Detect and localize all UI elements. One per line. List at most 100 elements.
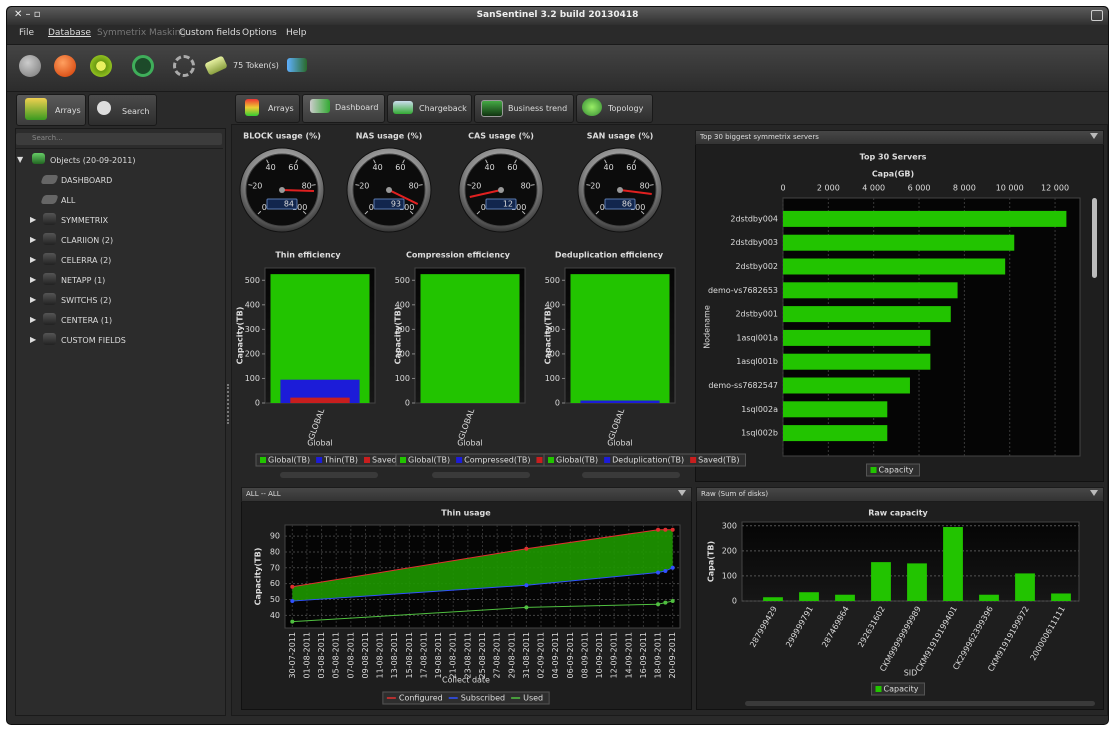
gauge-tick-label: 80 bbox=[409, 182, 419, 191]
tree-arrow[interactable]: ▶ bbox=[30, 295, 37, 304]
main-tab-label[interactable]: Business trend bbox=[508, 104, 568, 113]
tree-icon bbox=[43, 293, 56, 305]
left-tab-label[interactable]: Arrays bbox=[55, 106, 81, 115]
gauge-tick-label: 20 bbox=[252, 182, 262, 191]
tree-arrow[interactable]: ▶ bbox=[30, 235, 37, 244]
tree-item[interactable]: CENTERA (1) bbox=[61, 316, 113, 325]
legend-swatch bbox=[364, 457, 371, 463]
scrollbar[interactable] bbox=[1092, 198, 1097, 278]
tree-arrow[interactable]: ▶ bbox=[30, 215, 37, 224]
tree-arrow[interactable]: ▶ bbox=[30, 275, 37, 284]
refresh-button[interactable] bbox=[132, 55, 154, 77]
record-button[interactable] bbox=[54, 55, 76, 77]
menu-item[interactable]: Options bbox=[242, 28, 277, 38]
menu-item[interactable]: Database bbox=[48, 28, 91, 38]
tree-item[interactable]: CLARIION (2) bbox=[61, 236, 114, 245]
x-tick-label: 12 000 bbox=[1041, 184, 1069, 193]
bar bbox=[783, 306, 951, 323]
gauge-tick-label: 100 bbox=[292, 203, 307, 212]
x-tick-label: 12-09-2011 bbox=[610, 632, 619, 679]
y-axis-title: Capacity(TB) bbox=[254, 548, 263, 606]
chart-title: Thin efficiency bbox=[275, 251, 341, 260]
data-point bbox=[656, 527, 661, 532]
gauge-tick-label: 40 bbox=[266, 163, 276, 172]
x-tick-label: 13-08-2011 bbox=[390, 632, 399, 679]
y-tick-label: 0 bbox=[405, 399, 410, 408]
x-tick-label: 0 bbox=[780, 184, 785, 193]
panel-menu[interactable] bbox=[1090, 490, 1098, 496]
menu-item[interactable]: Help bbox=[286, 28, 307, 38]
menu-item[interactable]: Custom fields bbox=[179, 28, 241, 38]
search-field[interactable] bbox=[16, 133, 222, 145]
menu-item[interactable]: File bbox=[19, 28, 35, 38]
maximize-button[interactable] bbox=[1091, 10, 1103, 21]
gauge-tick bbox=[257, 210, 262, 215]
scrollbar[interactable] bbox=[280, 472, 378, 478]
left-tab-label[interactable]: Search bbox=[122, 107, 150, 116]
gauge-tick bbox=[418, 184, 423, 186]
recycle-button[interactable] bbox=[173, 55, 195, 77]
legend-label: Deduplication(TB) bbox=[612, 456, 684, 465]
stop-button[interactable] bbox=[19, 55, 41, 77]
splitter-grip[interactable] bbox=[227, 384, 232, 424]
y-tick-label: 0 bbox=[255, 399, 260, 408]
legend-label: Capacity bbox=[879, 466, 914, 475]
panel-menu[interactable] bbox=[678, 490, 686, 496]
bar bbox=[580, 400, 660, 403]
panel-menu[interactable] bbox=[1090, 133, 1098, 139]
scrollbar[interactable] bbox=[432, 472, 530, 478]
x-tick-label: GLOBAL bbox=[457, 407, 477, 441]
left-tab[interactable] bbox=[88, 94, 157, 126]
panel-header bbox=[241, 487, 692, 502]
legend-swatch bbox=[690, 457, 697, 463]
x-tick-label: 16-09-2011 bbox=[639, 632, 648, 679]
tree-item[interactable]: NETAPP (1) bbox=[61, 276, 106, 285]
x-axis-title: Capa(GB) bbox=[872, 170, 914, 179]
window-controls[interactable]: ✕ – ▫ bbox=[14, 9, 41, 20]
y-tick-label: 300 bbox=[545, 325, 560, 334]
gauge-tick bbox=[476, 210, 481, 215]
settings-button[interactable] bbox=[90, 55, 112, 77]
x-tick-label: GLOBAL bbox=[307, 407, 327, 441]
gauge-tick bbox=[586, 184, 591, 186]
y-tick-label: 100 bbox=[395, 374, 410, 383]
tree-item[interactable]: Objects (20-09-2011) bbox=[50, 156, 136, 165]
x-tick-label: 25-08-2011 bbox=[478, 632, 487, 679]
tree-item[interactable]: CUSTOM FIELDS bbox=[61, 336, 126, 345]
network-button[interactable] bbox=[287, 58, 307, 72]
menu-item[interactable]: Symmetrix Masking bbox=[97, 28, 187, 38]
scrollbar[interactable] bbox=[745, 701, 1095, 706]
gauge-tick bbox=[640, 210, 645, 215]
main-tab-label[interactable]: Arrays bbox=[268, 104, 294, 113]
x-tick-label: 05-08-2011 bbox=[332, 632, 341, 679]
tree-item[interactable]: SWITCHS (2) bbox=[61, 296, 112, 305]
x-tick-label: CKM99999999989 bbox=[878, 605, 923, 673]
main-tab-label[interactable]: Chargeback bbox=[419, 104, 467, 113]
scrollbar[interactable] bbox=[582, 472, 680, 478]
main-tab-label[interactable]: Topology bbox=[608, 104, 644, 113]
legend-label: Global(TB) bbox=[268, 456, 310, 465]
tree-item[interactable]: ALL bbox=[61, 196, 76, 205]
panel-title: Raw (Sum of disks) bbox=[701, 490, 769, 498]
tree-arrow[interactable]: ▶ bbox=[30, 255, 37, 264]
gauge-display bbox=[373, 198, 405, 210]
tree-arrow[interactable]: ▶ bbox=[30, 335, 37, 344]
tree-arrow[interactable]: ▶ bbox=[30, 315, 37, 324]
x-tick-label: 17-08-2011 bbox=[419, 632, 428, 679]
tree-item[interactable]: CELERRA (2) bbox=[61, 256, 112, 265]
tree-icon bbox=[43, 253, 56, 265]
tree-arrow[interactable]: ▼ bbox=[17, 155, 24, 164]
tree-item[interactable]: DASHBOARD bbox=[61, 176, 113, 185]
main-tab-label[interactable]: Dashboard bbox=[335, 103, 379, 112]
tokens-label: 75 Token(s) bbox=[233, 61, 279, 70]
tree-item[interactable]: SYMMETRIX bbox=[61, 216, 109, 225]
y-tick-label: 200 bbox=[395, 349, 410, 358]
gauge-tick bbox=[373, 159, 376, 164]
gauge-tick bbox=[248, 184, 253, 186]
x-tick-label: 6 000 bbox=[908, 184, 931, 193]
bar bbox=[783, 425, 888, 442]
x-tick-label: 15-08-2011 bbox=[405, 632, 414, 679]
y-tick-label: 70 bbox=[270, 563, 280, 572]
data-point bbox=[663, 600, 668, 605]
